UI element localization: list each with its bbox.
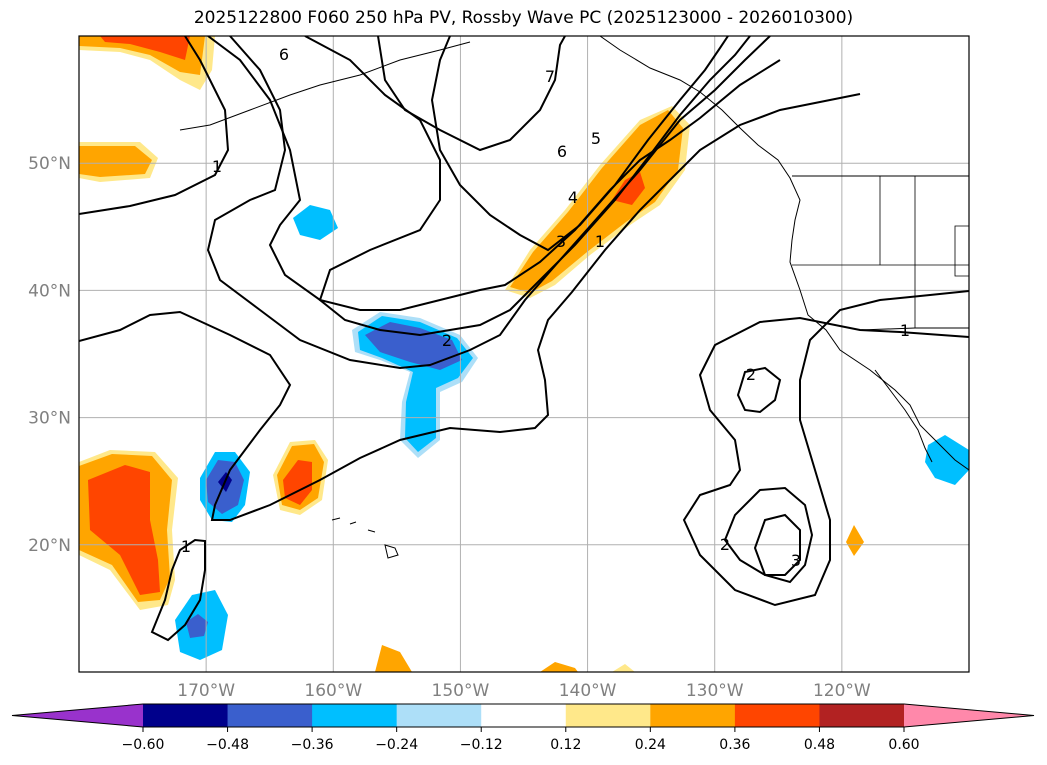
pv-anomaly-strong [88,465,160,595]
contour-line [79,36,230,215]
pv-anomaly-strong [612,172,645,205]
colorbar-tick-label: −0.12 [460,737,503,753]
contour-label: 1 [595,232,605,251]
contour-label: 1 [181,537,191,556]
pv-anomaly-positive [612,664,635,672]
pv-anomaly-positive [510,110,683,293]
contour-label: 6 [279,45,289,64]
colorbar-segment [650,704,736,727]
colorbar-segment [565,704,651,727]
contour-label: 6 [557,142,567,161]
colorbar-tick-label: 0.60 [888,737,919,753]
coastline-alaska [179,41,471,131]
contour-line [79,93,861,521]
latitude-label: 50°N [28,154,71,174]
state-borders [792,176,969,328]
colorbar-tick-label: 0.24 [635,737,666,753]
colorbar-tick-label: 0.48 [804,737,835,753]
colorbar-segment [734,704,820,727]
pv-anomaly-negative [925,435,969,485]
colorbar [11,703,1035,732]
colorbar-tick-label: 0.36 [719,737,750,753]
colorbar-segment [396,704,482,727]
contour-label: 4 [568,188,578,207]
latitude-label: 30°N [28,409,71,429]
contour-line [753,513,801,576]
contour-label: 1 [212,157,222,176]
colorbar-extend-high [904,704,1034,727]
pv-anomaly-strong-negative [365,322,462,370]
latitude-label: 20°N [28,536,71,556]
pv-anomaly-strong-negative [186,614,208,638]
map-background [79,36,969,672]
map-frame [78,35,970,673]
contour-labels: 6 7 6 5 4 3 1 1 2 1 2 2 3 1 [181,45,910,570]
chart-title: 2025122800 F060 250 hPa PV, Rossby Wave … [193,8,854,28]
contour-line [682,290,969,607]
contour-line [304,36,751,337]
contour-label: 3 [556,232,566,251]
longitude-label: 130°W [686,681,744,701]
contour-label: 3 [791,551,801,570]
contour-line [150,538,206,642]
pv-anomaly-positive [375,645,412,672]
contour-label: 5 [591,129,601,148]
colorbar-tick-label: −0.48 [206,737,249,753]
colorbar-tick-label: −0.60 [122,737,165,753]
pv-anomaly-negative [293,205,338,240]
contour-label: 2 [746,365,756,384]
pv-shading [79,36,969,672]
pv-contours [79,36,969,642]
pv-anomaly-positive [846,525,864,556]
contour-line [430,36,729,252]
colorbar-segment [312,704,398,727]
contour-line [736,366,782,414]
contour-label: 7 [545,67,555,86]
longitude-label: 150°W [432,681,490,701]
coastline-baja [874,369,933,463]
colorbar-tick-label: 0.12 [550,737,581,753]
colorbar-labels: −0.60 −0.48 −0.36 −0.24 −0.12 0.12 0.24 0.36 0.4… [122,737,920,753]
colorbar-segment [481,704,567,727]
pv-anomaly-strong [100,36,190,60]
latitude-label: 40°N [28,281,71,301]
pv-anomaly-positive [540,662,578,672]
colorbar-segment [143,704,229,727]
contour-line [377,36,566,152]
contour-label: 2 [720,535,730,554]
latitude-labels: 20°N 30°N 40°N 50°N [28,154,71,556]
contour-label: 1 [900,321,910,340]
pv-anomaly-positive [79,146,152,177]
longitude-labels: 170°W 160°W 150°W 140°W 130°W 120°W [177,681,871,701]
longitude-label: 140°W [559,681,617,701]
colorbar-extend-low [12,704,143,727]
contour-line [206,36,771,370]
longitude-label: 160°W [304,681,362,701]
colorbar-segment [819,704,905,727]
colorbar-tick-label: −0.24 [375,737,418,753]
colorbar-tick-label: −0.36 [291,737,334,753]
colorbar-segment [227,704,313,727]
longitude-label: 170°W [177,681,235,701]
longitude-label: 120°W [813,681,871,701]
hawaii [331,517,399,559]
contour-label: 2 [442,331,452,350]
contour-line [723,486,814,584]
pv-anomaly-strong [283,460,312,505]
